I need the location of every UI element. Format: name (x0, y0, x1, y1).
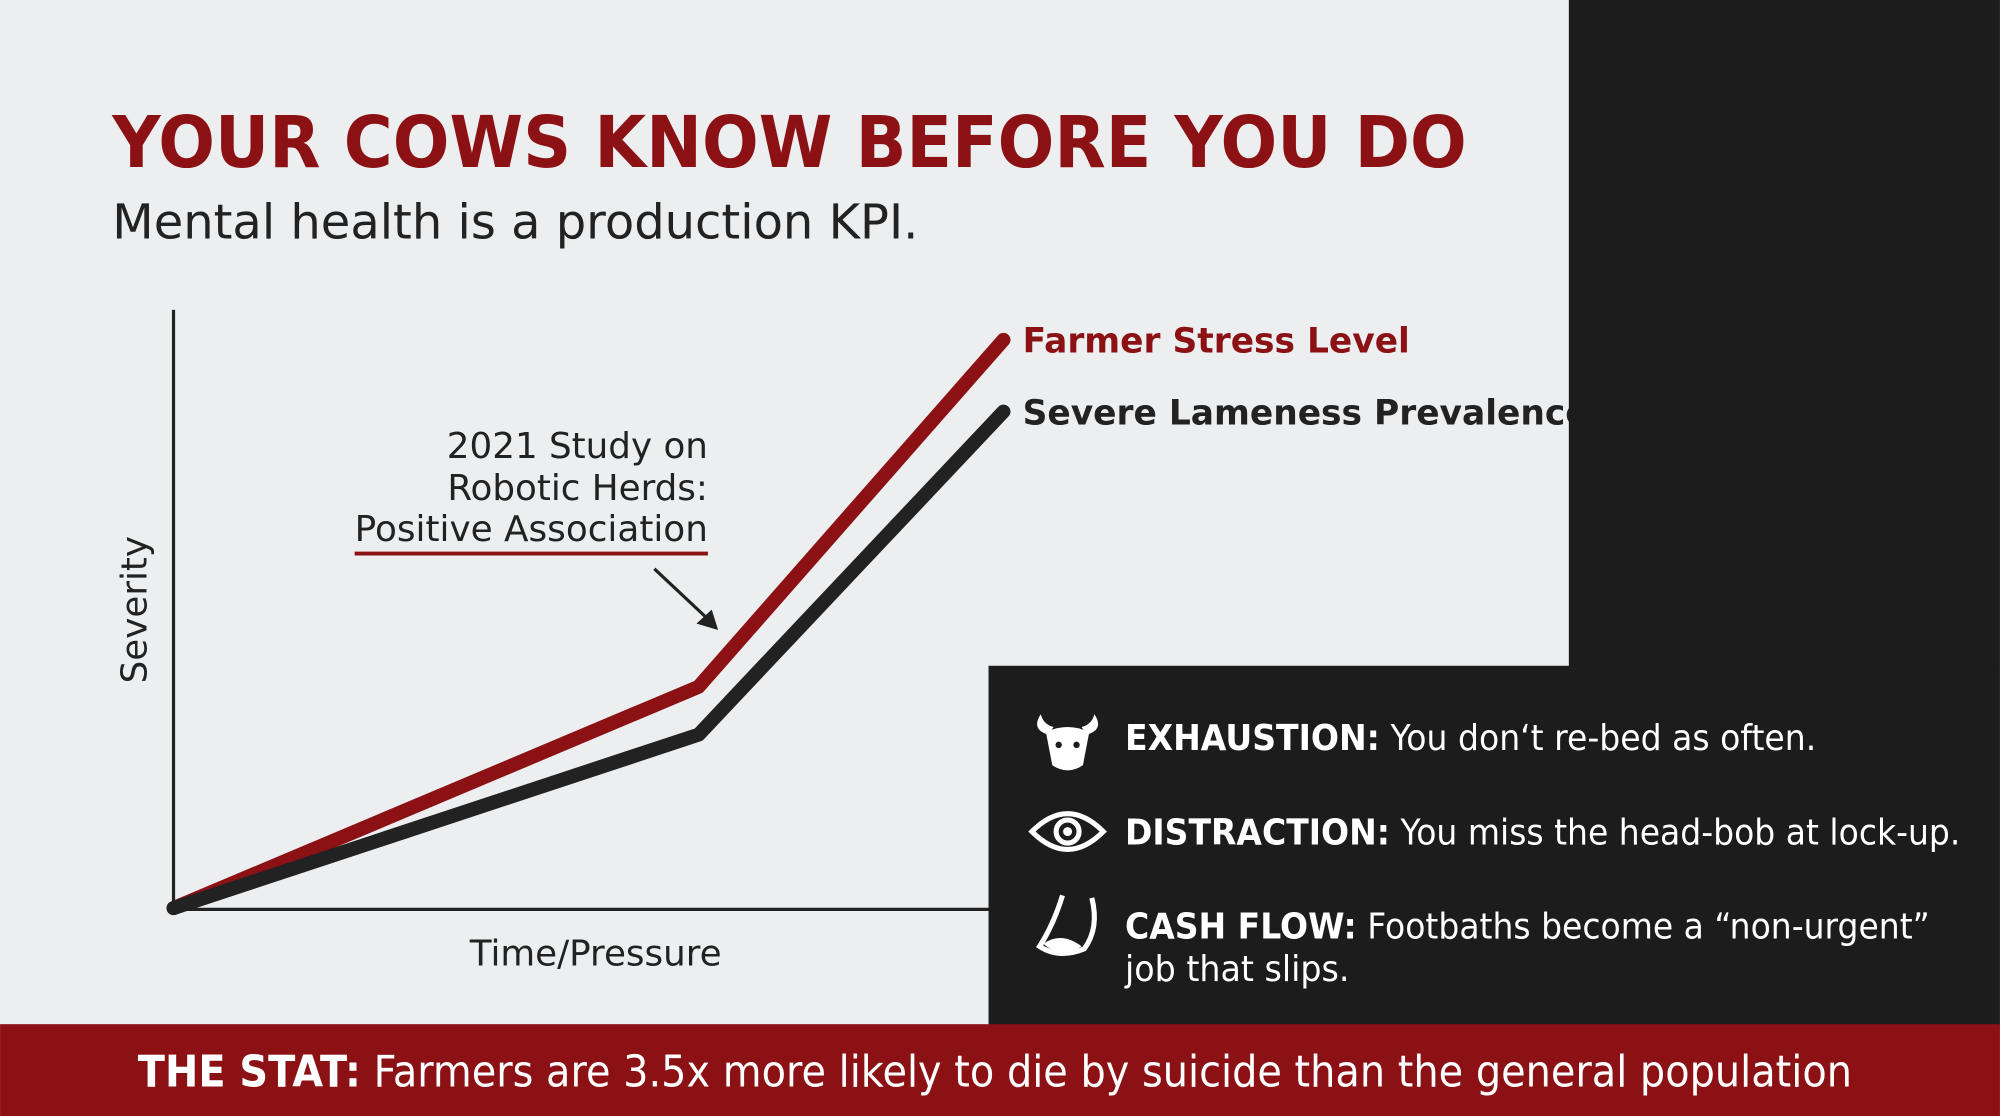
hoof-icon (1036, 894, 1097, 956)
series-line (166, 332, 1011, 916)
dark-corner (1568, 0, 2000, 668)
plot: Severity Time/Pressure 2021 Study on Rob… (115, 309, 1589, 974)
series-line (166, 404, 1011, 916)
annotation-line: Robotic Herds: (447, 468, 708, 509)
cow-icon (1037, 714, 1099, 771)
item-text: You miss the head-bob at lock-up. (1400, 812, 1961, 853)
banner-text: THE STAT: Farmers are 3.5x more likely t… (138, 1048, 1852, 1098)
banner-body: Farmers are 3.5x more likely to die by s… (374, 1048, 1852, 1098)
item-text: job that slips. (1124, 949, 1349, 990)
chart-title: YOUR COWS KNOW BEFORE YOU DO (111, 101, 1466, 184)
series-label: Farmer Stress Level (1023, 322, 1410, 362)
y-axis-label: Severity (115, 536, 156, 683)
panel-item: CASH FLOW: Footbaths become a “non-urgen… (1125, 907, 1930, 948)
item-text: Footbaths become a “non-urgent” (1367, 907, 1930, 948)
banner-label: THE STAT: (138, 1048, 361, 1098)
eye-icon (1028, 811, 1107, 852)
arrow-head (696, 609, 719, 631)
item-label: EXHAUSTION: (1125, 718, 1380, 759)
item-label: DISTRACTION: (1125, 812, 1390, 853)
annotation-line: Positive Association (355, 509, 708, 550)
panel-item: EXHAUSTION: You don‘t re-bed as often. (1125, 718, 1816, 759)
panel-item: DISTRACTION: You miss the head-bob at lo… (1125, 812, 1960, 853)
item-label: CASH FLOW: (1125, 907, 1357, 948)
series-label: Severe Lameness Prevalence (1023, 393, 1589, 433)
annotation-line: 2021 Study on (447, 426, 708, 467)
item-text: You don‘t re-bed as often. (1390, 718, 1817, 759)
x-axis-label: Time/Pressure (469, 933, 722, 974)
subtitle: Mental health is a production KPI. (112, 195, 918, 251)
info-panel (988, 665, 2000, 1026)
banner (0, 1024, 2000, 1116)
